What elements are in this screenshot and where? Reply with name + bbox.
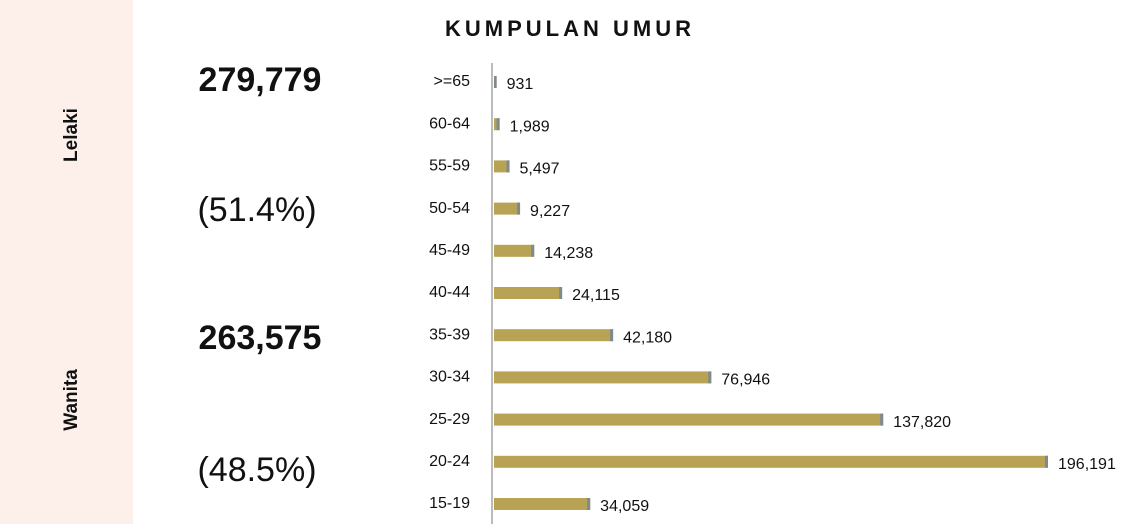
- category-label: 15-19: [429, 495, 470, 512]
- bar-cap: [517, 202, 521, 215]
- bar: [494, 371, 712, 384]
- value-label: 9,227: [530, 203, 570, 220]
- bar-cap: [610, 329, 614, 342]
- category-label: 30-34: [429, 369, 470, 386]
- value-label: 14,238: [544, 245, 593, 262]
- bar-cap: [559, 287, 563, 299]
- category-label: >=65: [434, 73, 471, 90]
- category-label: 40-44: [429, 284, 470, 301]
- category-label: 20-24: [429, 453, 470, 470]
- side-panel: [0, 0, 133, 524]
- gender-count: 263,575: [199, 319, 322, 357]
- bar: [494, 202, 521, 215]
- value-label: 196,191: [1058, 456, 1116, 473]
- gender-share: (48.5%): [197, 451, 316, 489]
- value-label: 42,180: [623, 329, 672, 346]
- value-label: 24,115: [572, 287, 620, 304]
- chart-title: KUMPULAN UMUR: [445, 16, 695, 41]
- bar: [494, 244, 535, 257]
- bar: [494, 329, 614, 342]
- value-label: 137,820: [893, 414, 951, 431]
- category-label: 60-64: [429, 115, 470, 132]
- bar: [494, 413, 884, 426]
- bar: [494, 498, 591, 510]
- gender-label: Wanita: [61, 369, 82, 431]
- category-label: 25-29: [429, 411, 470, 428]
- category-label: 35-39: [429, 326, 470, 343]
- bar: [494, 287, 563, 299]
- value-label: 931: [507, 76, 534, 93]
- bar-cap: [587, 498, 591, 510]
- bar-cap: [506, 160, 510, 173]
- gender-share: (51.4%): [197, 191, 316, 229]
- category-label: 55-59: [429, 158, 470, 175]
- gender-label: Lelaki: [61, 108, 82, 162]
- value-label: 1,989: [510, 118, 550, 135]
- gender-count: 279,779: [199, 61, 322, 99]
- bar-cap: [496, 118, 500, 131]
- category-label: 45-49: [429, 242, 470, 259]
- bar-cap: [708, 371, 712, 384]
- value-label: 5,497: [520, 161, 560, 178]
- category-label: 50-54: [429, 200, 470, 217]
- bar-cap: [1045, 455, 1048, 468]
- bar-cap: [880, 413, 884, 426]
- bar: [494, 455, 1048, 468]
- value-label: 76,946: [721, 372, 770, 389]
- value-label: 34,059: [600, 498, 649, 515]
- bar-cap: [531, 244, 535, 257]
- bar-cap: [494, 76, 497, 88]
- bar: [494, 160, 510, 173]
